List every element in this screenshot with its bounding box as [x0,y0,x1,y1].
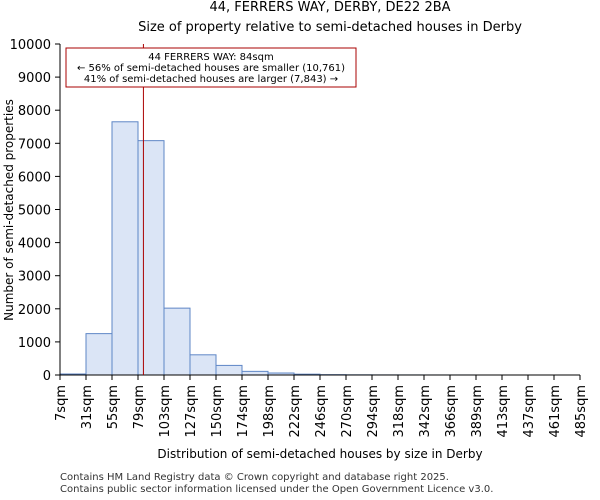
y-tick-label: 8000 [18,104,51,119]
x-tick-label: 342sqm [418,385,433,438]
bar-127sqm [189,354,217,376]
bar-31sqm [85,333,113,376]
x-tick-label: 461sqm [548,385,563,438]
chart-subtitle: Size of property relative to semi-detach… [138,20,522,35]
y-axis-ticks: 0 1000 2000 3000 4000 5000 6000 7000 8000 9000 100… [10,38,60,384]
x-tick-label: 31sqm [80,385,95,429]
annotation-line: 44 FERRERS WAY: 84sqm [148,52,273,63]
x-tick-label: 103sqm [158,385,173,438]
annotation-box [65,47,357,88]
x-tick-label: 366sqm [444,385,459,438]
bars [59,121,477,376]
x-tick-label: 174sqm [236,385,251,438]
x-tick-label: 55sqm [106,385,121,429]
x-tick-label: 150sqm [210,385,225,438]
bar-150sqm [215,364,243,376]
y-tick-label: 4000 [18,237,51,252]
x-axis-label: Distribution of semi-detached houses by … [157,447,482,461]
annotation-line: 41% of semi-detached houses are larger (… [84,74,338,85]
x-tick-label: 294sqm [366,385,381,438]
y-tick-label: 6000 [18,170,51,185]
x-tick-label: 270sqm [340,385,355,438]
y-tick-label: 3000 [18,270,51,285]
y-tick-label: 9000 [18,71,51,86]
x-tick-label: 198sqm [262,385,277,438]
x-tick-label: 437sqm [522,385,537,438]
y-tick-label: 0 [43,369,51,384]
bar-79sqm [137,140,165,376]
chart-title: 44, FERRERS WAY, DERBY, DE22 2BA [209,0,450,15]
x-tick-label: 7sqm [54,385,69,421]
x-axis-ticks: 7sqm 31sqm 55sqm 79sqm 103sqm 127sqm 150sqm 174… [54,375,589,438]
x-tick-label: 222sqm [288,385,303,438]
x-tick-label: 485sqm [574,385,589,438]
y-tick-label: 5000 [18,204,51,219]
y-tick-label: 10000 [10,38,51,53]
bar-174sqm [241,370,269,376]
y-axis-label: Number of semi-detached properties [2,99,16,321]
x-tick-label: 246sqm [314,385,329,438]
y-tick-label: 7000 [18,137,51,152]
footer-line-1: Contains HM Land Registry data © Crown c… [60,472,449,483]
x-tick-label: 389sqm [470,385,485,438]
x-tick-label: 79sqm [132,385,147,429]
bar-55sqm [111,121,139,376]
footer-line-2: Contains public sector information licen… [60,484,494,495]
bar-103sqm [163,307,191,376]
x-tick-label: 127sqm [184,385,199,438]
y-tick-label: 1000 [18,336,51,351]
x-tick-label: 318sqm [392,385,407,438]
x-tick-label: 413sqm [496,385,511,438]
annotation-line: ← 56% of semi-detached houses are smalle… [77,63,345,74]
y-tick-label: 2000 [18,303,51,318]
